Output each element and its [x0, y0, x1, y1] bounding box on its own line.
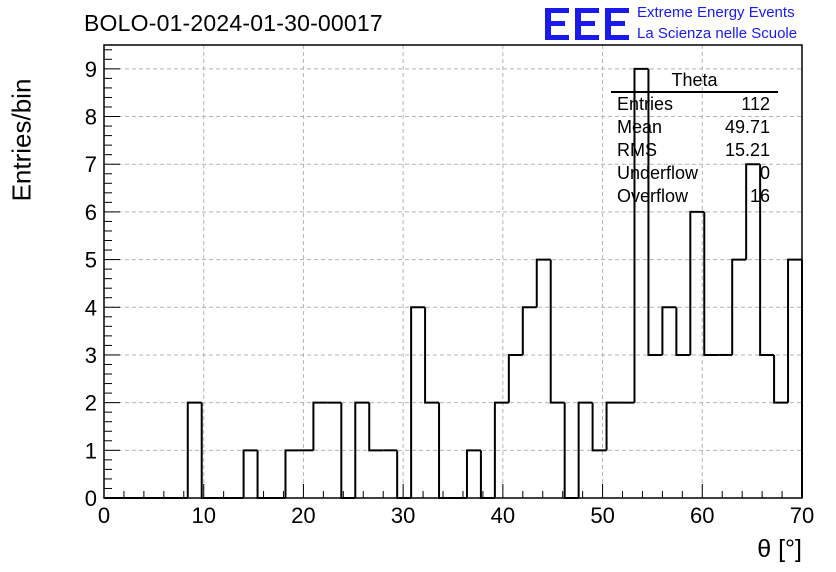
histogram-bin: [396, 450, 412, 499]
histogram-bin: [493, 401, 509, 498]
x-tick-label: 20: [291, 503, 315, 528]
y-tick-label: 7: [85, 152, 97, 177]
y-tick-label: 1: [85, 438, 97, 463]
histogram-bin: [577, 401, 593, 498]
eee-logo-icon: [545, 8, 629, 40]
histogram-bin: [549, 259, 565, 404]
x-tick-label: 70: [790, 503, 814, 528]
y-tick-label: 8: [85, 105, 97, 130]
histogram-bin: [633, 67, 649, 403]
logo-line-1: Extreme Energy Events: [637, 4, 795, 21]
stats-row-underflow: Underflow 0: [611, 162, 778, 185]
stats-row-entries: Entries 112: [611, 93, 778, 116]
stats-box: Theta Entries 112 Mean 49.71 RMS 15.21 U…: [611, 69, 778, 208]
histogram-bin: [479, 450, 495, 499]
histogram-bin: [773, 354, 789, 404]
stats-label: Overflow: [617, 186, 689, 206]
histogram-bin: [368, 402, 384, 452]
histogram-bin: [465, 449, 481, 498]
histogram-bin: [605, 401, 621, 451]
x-tick-label: 30: [391, 503, 415, 528]
histogram-bin: [200, 402, 216, 499]
histogram-bin: [507, 353, 523, 403]
stats-box-title: Theta: [611, 69, 778, 93]
y-tick-label: 2: [85, 391, 97, 416]
histogram-bin: [661, 306, 677, 355]
histogram-bin: [745, 163, 761, 260]
histogram-bin: [563, 402, 579, 499]
histogram-bin: [340, 402, 356, 499]
x-tick-label: 10: [191, 503, 215, 528]
histogram-bin: [186, 401, 202, 498]
stats-label: Entries: [617, 94, 674, 114]
y-tick-label: 5: [85, 248, 97, 273]
stats-value: 0: [759, 163, 770, 183]
histogram-bin: [256, 450, 272, 499]
histogram-bin: [521, 306, 537, 355]
x-tick-label: 0: [98, 503, 110, 528]
stats-label: Underflow: [617, 163, 699, 183]
stats-value: 49.71: [724, 117, 770, 137]
stats-value: 16: [749, 186, 770, 206]
stats-row-rms: RMS 15.21: [611, 139, 778, 162]
histogram-bin: [675, 307, 691, 356]
histogram-bin: [703, 211, 719, 356]
histogram-bin: [535, 258, 551, 308]
histogram-bin: [410, 306, 426, 498]
histogram-bin: [312, 401, 328, 451]
y-tick-label: 3: [85, 343, 97, 368]
stats-row-overflow: Overflow 16: [611, 185, 778, 208]
x-axis-label: θ [°]: [757, 535, 802, 563]
x-tick-label: 40: [491, 503, 515, 528]
histogram-bin: [438, 402, 453, 499]
stats-row-mean: Mean 49.71: [611, 116, 778, 139]
stats-value: 15.21: [724, 140, 770, 160]
histogram-bin: [689, 210, 705, 355]
x-tick-label: 60: [690, 503, 714, 528]
logo-line-2: La Scienza nelle Scuole: [637, 25, 798, 42]
y-tick-label: 4: [85, 295, 97, 320]
histogram-bin: [647, 68, 663, 356]
x-tick-label: 50: [590, 503, 614, 528]
histogram-bin: [731, 258, 747, 355]
histogram-bin: [424, 307, 440, 404]
stats-value: 112: [741, 94, 770, 114]
y-tick-label: 9: [85, 57, 97, 82]
histogram-bin: [242, 449, 258, 498]
histogram-bin: [354, 401, 370, 498]
stats-label: RMS: [617, 140, 657, 160]
histogram-bin: [284, 449, 300, 498]
histogram-bin: [787, 258, 802, 403]
stats-label: Mean: [617, 117, 663, 137]
histogram-title: BOLO-01-2024-01-30-00017: [84, 10, 383, 36]
histogram-bin: [759, 164, 775, 356]
y-tick-label: 6: [85, 200, 97, 225]
y-tick-label: 0: [85, 486, 97, 511]
histogram-bin: [591, 402, 607, 452]
